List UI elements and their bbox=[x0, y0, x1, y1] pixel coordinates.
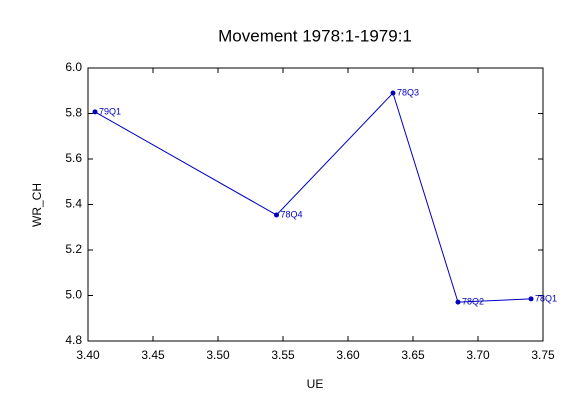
x-tick-label: 3.60 bbox=[336, 348, 360, 362]
y-tick-label: 5.4 bbox=[65, 197, 82, 211]
x-tick-label: 3.65 bbox=[401, 348, 425, 362]
x-tick-label: 3.70 bbox=[466, 348, 490, 362]
x-tick-label: 3.40 bbox=[76, 348, 100, 362]
point-label: 79Q1 bbox=[99, 106, 121, 116]
data-point bbox=[455, 299, 461, 305]
chart-title: Movement 1978:1-1979:1 bbox=[218, 26, 412, 45]
y-tick-label: 6.0 bbox=[65, 60, 82, 74]
x-tick-label: 3.75 bbox=[531, 348, 555, 362]
y-tick-label: 5.2 bbox=[65, 242, 82, 256]
point-label: 78Q3 bbox=[397, 87, 419, 97]
y-tick-label: 4.8 bbox=[65, 333, 82, 347]
data-point bbox=[274, 212, 279, 218]
data-point bbox=[528, 296, 534, 302]
y-tick-label: 5.6 bbox=[65, 151, 82, 165]
x-tick-label: 3.50 bbox=[206, 348, 230, 362]
y-tick-label: 5.8 bbox=[65, 106, 82, 120]
point-label: 78Q2 bbox=[462, 296, 484, 306]
data-point bbox=[390, 90, 396, 96]
point-label: 78Q4 bbox=[281, 209, 303, 219]
point-label: 78Q1 bbox=[535, 293, 557, 303]
y-axis-label: WR_CH bbox=[30, 183, 44, 227]
y-tick-label: 5.0 bbox=[65, 288, 82, 302]
x-axis-label: UE bbox=[307, 377, 324, 391]
data-point bbox=[92, 109, 98, 115]
x-tick-label: 3.55 bbox=[271, 348, 295, 362]
x-tick-label: 3.45 bbox=[141, 348, 165, 362]
